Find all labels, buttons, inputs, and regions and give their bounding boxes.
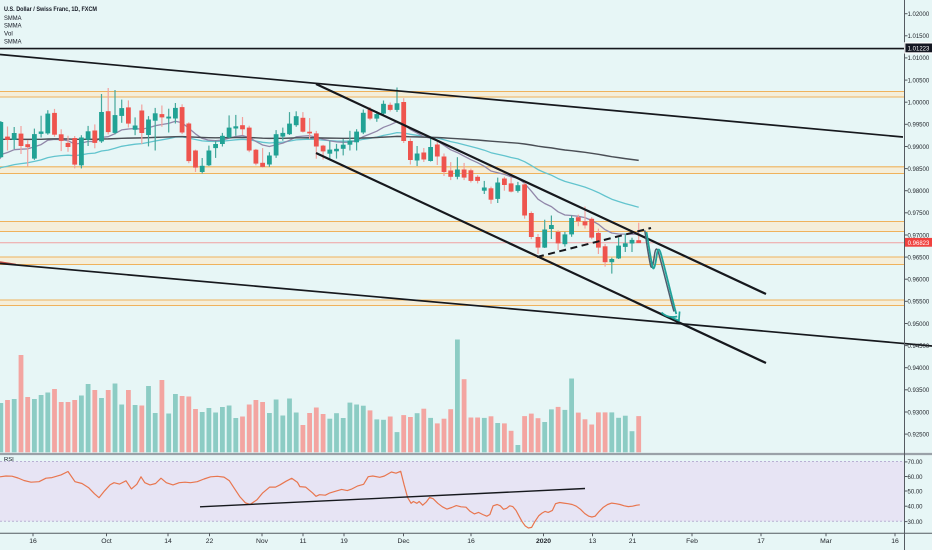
svg-text:SMMA: SMMA <box>4 23 22 30</box>
svg-text:1.00500: 1.00500 <box>908 78 930 84</box>
svg-text:0.95000: 0.95000 <box>908 322 930 328</box>
svg-text:30.00: 30.00 <box>908 520 924 526</box>
svg-text:Dec: Dec <box>397 538 410 545</box>
svg-text:1.01000: 1.01000 <box>908 56 930 62</box>
svg-text:60.00: 60.00 <box>908 475 924 481</box>
svg-text:0.93000: 0.93000 <box>908 410 930 416</box>
svg-text:1.00000: 1.00000 <box>908 101 930 107</box>
svg-text:0.98000: 0.98000 <box>908 189 930 195</box>
svg-text:0.96000: 0.96000 <box>908 278 930 284</box>
svg-text:16: 16 <box>891 538 899 545</box>
svg-text:1.01500: 1.01500 <box>908 34 930 40</box>
svg-text:11: 11 <box>299 538 306 545</box>
svg-text:0.97500: 0.97500 <box>908 211 930 217</box>
svg-text:Nov: Nov <box>256 538 269 545</box>
svg-text:Feb: Feb <box>686 538 698 545</box>
svg-text:19: 19 <box>340 538 348 545</box>
svg-text:16: 16 <box>29 538 37 545</box>
svg-text:13: 13 <box>589 538 597 545</box>
svg-text:Oct: Oct <box>101 538 112 545</box>
svg-text:0.99000: 0.99000 <box>908 145 930 151</box>
svg-text:17: 17 <box>757 538 765 545</box>
svg-text:70.00: 70.00 <box>908 460 924 466</box>
svg-text:0.96500: 0.96500 <box>908 255 930 261</box>
svg-text:Vol: Vol <box>4 30 13 37</box>
svg-text:0.97000: 0.97000 <box>908 233 930 239</box>
svg-text:SMMA: SMMA <box>4 15 22 22</box>
svg-text:RSI: RSI <box>4 457 14 463</box>
svg-text:50.00: 50.00 <box>908 489 924 495</box>
svg-text:16: 16 <box>467 538 475 545</box>
svg-text:0.94500: 0.94500 <box>908 344 930 350</box>
svg-text:2020: 2020 <box>536 538 551 545</box>
svg-text:SMMA: SMMA <box>4 38 22 45</box>
svg-text:0.98500: 0.98500 <box>908 167 930 173</box>
svg-text:0.94000: 0.94000 <box>908 366 930 372</box>
svg-text:14: 14 <box>164 538 172 545</box>
svg-text:U.S. Dollar / Swiss Franc, 1D,: U.S. Dollar / Swiss Franc, 1D, FXCM <box>4 6 97 13</box>
svg-text:40.00: 40.00 <box>908 505 924 511</box>
svg-text:22: 22 <box>206 538 214 545</box>
svg-text:0.96823: 0.96823 <box>908 241 930 247</box>
svg-text:1.02000: 1.02000 <box>908 12 930 18</box>
svg-text:0.93500: 0.93500 <box>908 388 930 394</box>
svg-text:Mar: Mar <box>820 538 832 545</box>
svg-text:0.99500: 0.99500 <box>908 123 930 129</box>
svg-text:1.01223: 1.01223 <box>908 47 930 53</box>
svg-text:0.92500: 0.92500 <box>908 432 930 438</box>
svg-text:0.95500: 0.95500 <box>908 300 930 306</box>
svg-text:21: 21 <box>629 538 637 545</box>
